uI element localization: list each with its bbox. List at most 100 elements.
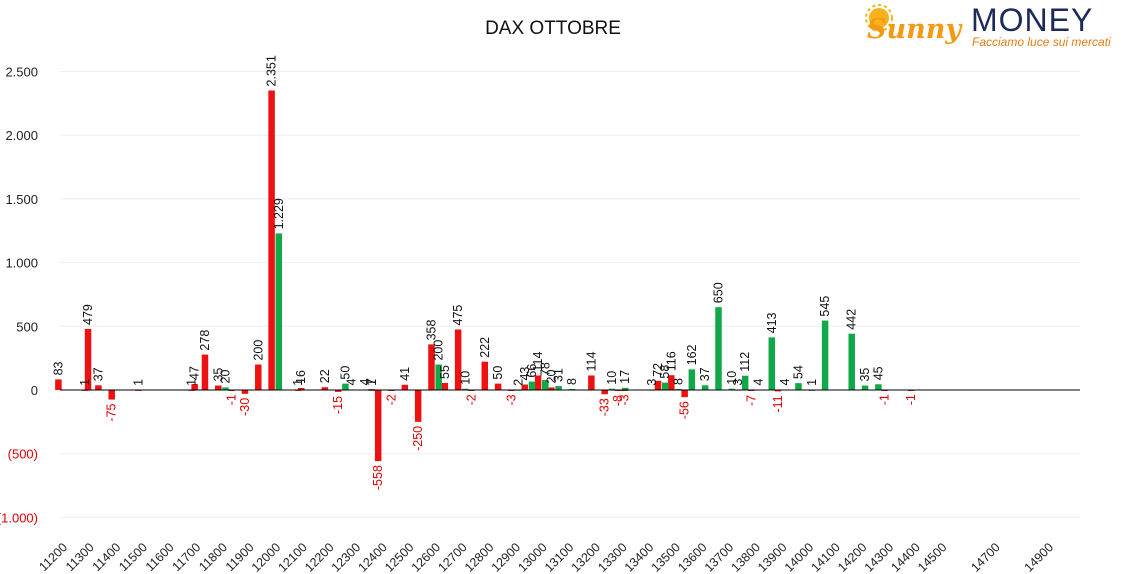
x-tick-label: 11600	[143, 540, 177, 574]
bar-green	[275, 233, 283, 390]
data-label: -2	[464, 394, 478, 405]
bar-green	[741, 375, 749, 390]
bar-green	[875, 384, 882, 390]
data-label: 413	[765, 312, 779, 333]
bar-green	[688, 369, 696, 390]
data-label: 83	[51, 361, 65, 375]
data-label: 1	[185, 379, 199, 386]
bar-green	[342, 383, 349, 390]
x-tick-label: 12400	[355, 540, 390, 574]
x-tick-label: 14200	[835, 540, 870, 574]
logo-word: MONEY	[971, 2, 1093, 38]
data-label: 7	[365, 378, 379, 385]
bar-green	[795, 383, 802, 390]
data-label: 114	[531, 352, 545, 372]
bar-green	[675, 388, 682, 390]
x-tick-label: 14300	[862, 540, 897, 574]
data-label: 3	[731, 379, 745, 386]
data-label: 162	[685, 344, 699, 365]
bar-green	[768, 337, 776, 390]
bar-red	[548, 387, 555, 390]
data-label: 545	[818, 296, 832, 317]
bar-red	[191, 384, 198, 390]
bar-red	[481, 361, 489, 390]
data-label: 650	[711, 282, 725, 303]
bar-green	[222, 387, 229, 390]
data-label: -15	[331, 396, 345, 414]
data-label: -1	[225, 394, 239, 405]
data-label: -3	[618, 394, 632, 405]
data-label: 4	[345, 378, 359, 385]
bar-green	[621, 387, 629, 390]
data-label: 4	[751, 378, 765, 385]
data-label: 114	[584, 352, 598, 372]
bar-green	[661, 382, 669, 390]
data-label: 442	[845, 309, 859, 330]
bar-green	[861, 385, 869, 390]
x-tick-label: 13100	[542, 540, 577, 574]
y-axis: 2.500 2.000 1.500 1.000 500 0 (500) (1.000)	[0, 65, 38, 526]
x-tick-label: 11400	[90, 540, 124, 574]
bar-red	[614, 390, 622, 392]
x-tick-label: 11300	[63, 540, 97, 574]
data-label: -33	[598, 398, 612, 416]
data-label: 16	[294, 370, 308, 384]
data-label: 200	[251, 340, 265, 361]
chart-title: DAX OTTOBRE	[485, 18, 621, 39]
data-label: 50	[338, 366, 352, 380]
x-tick-label: 14700	[968, 540, 1003, 574]
x-tick-label: 12500	[382, 540, 417, 574]
data-label: 20	[218, 370, 232, 384]
bar-red	[401, 384, 409, 390]
data-label: 4	[358, 378, 372, 385]
data-label: 41	[398, 367, 412, 381]
bar-red	[414, 390, 422, 422]
x-tick-label: 13200	[569, 540, 604, 574]
data-label: -8	[611, 395, 625, 406]
x-tick-label: 12700	[435, 540, 470, 574]
bar-red	[108, 390, 115, 400]
x-tick-label: 14900	[1022, 540, 1057, 574]
bar-red	[95, 385, 102, 390]
data-label: 2.351	[265, 55, 279, 86]
data-label: 54	[791, 365, 805, 379]
data-label: -558	[371, 465, 385, 490]
data-label: 222	[478, 337, 492, 358]
bar-green	[555, 386, 562, 390]
data-label: 17	[618, 370, 632, 384]
bar-red	[521, 384, 529, 390]
bar-red	[201, 354, 209, 390]
data-label: 1	[805, 379, 819, 386]
data-label: 45	[871, 366, 885, 380]
x-tick-label: 12300	[329, 540, 364, 574]
data-label: 72	[651, 363, 665, 377]
data-label: -11	[771, 395, 785, 412]
x-tick-label: 14500	[915, 540, 950, 574]
x-tick-label: 12800	[462, 540, 497, 574]
data-label: 22	[318, 369, 332, 383]
bar-red	[681, 390, 688, 398]
x-tick-label: 11200	[36, 540, 70, 574]
data-label: 8	[672, 378, 686, 385]
data-label: 1	[78, 379, 92, 386]
data-label: 1	[291, 379, 305, 386]
x-tick-label: 11800	[196, 540, 230, 574]
data-label: 35	[858, 368, 872, 382]
data-label: 37	[698, 367, 712, 381]
data-label: 31	[552, 368, 566, 382]
data-label: 10	[725, 371, 739, 385]
x-tick-label: 12200	[302, 540, 337, 574]
bar-green	[728, 388, 736, 390]
data-label: -7	[744, 395, 758, 406]
bar-green	[528, 381, 536, 390]
data-label: -1	[878, 394, 892, 405]
data-label: 47	[188, 366, 202, 380]
bar-red	[428, 344, 435, 390]
logo-tagline: Facciamo luce sui mercati	[972, 35, 1111, 49]
data-label: 10	[605, 371, 619, 385]
x-axis: 1120011300114001150011600117001180011900…	[36, 540, 1056, 574]
bar-red	[84, 328, 92, 390]
data-label: 1.229	[272, 198, 286, 229]
y-tick-label: 1.000	[5, 256, 38, 271]
